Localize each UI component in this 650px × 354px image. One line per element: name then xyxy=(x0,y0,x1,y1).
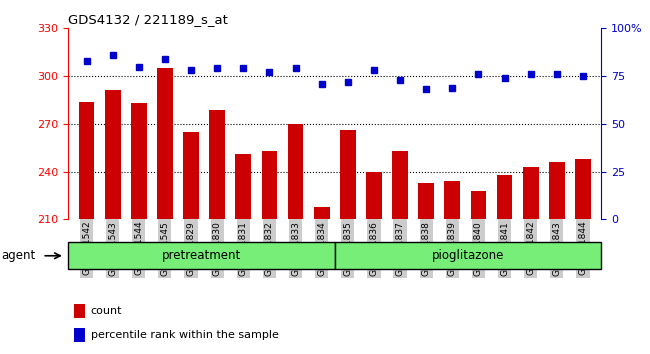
Text: pioglitazone: pioglitazone xyxy=(432,249,504,262)
Bar xyxy=(73,328,85,342)
Bar xyxy=(79,102,94,219)
Bar xyxy=(73,304,85,318)
Bar xyxy=(575,159,591,219)
Bar xyxy=(157,68,173,219)
Bar xyxy=(314,207,330,219)
Text: agent: agent xyxy=(1,249,36,262)
Text: count: count xyxy=(90,306,122,316)
Text: percentile rank within the sample: percentile rank within the sample xyxy=(90,330,278,340)
Bar xyxy=(235,154,251,219)
Bar xyxy=(261,151,278,219)
Bar xyxy=(471,191,486,219)
Text: GDS4132 / 221189_s_at: GDS4132 / 221189_s_at xyxy=(68,13,228,26)
Bar xyxy=(366,172,382,219)
Bar xyxy=(445,181,460,219)
Bar xyxy=(523,167,539,219)
Bar xyxy=(105,91,120,219)
Text: pretreatment: pretreatment xyxy=(162,249,241,262)
Bar xyxy=(419,183,434,219)
FancyBboxPatch shape xyxy=(68,242,335,269)
Bar xyxy=(209,110,225,219)
Bar xyxy=(497,175,512,219)
Bar xyxy=(392,151,408,219)
FancyBboxPatch shape xyxy=(335,242,601,269)
Bar xyxy=(288,124,304,219)
Bar xyxy=(340,130,356,219)
Bar xyxy=(131,103,147,219)
Bar xyxy=(549,162,565,219)
Bar xyxy=(183,132,199,219)
